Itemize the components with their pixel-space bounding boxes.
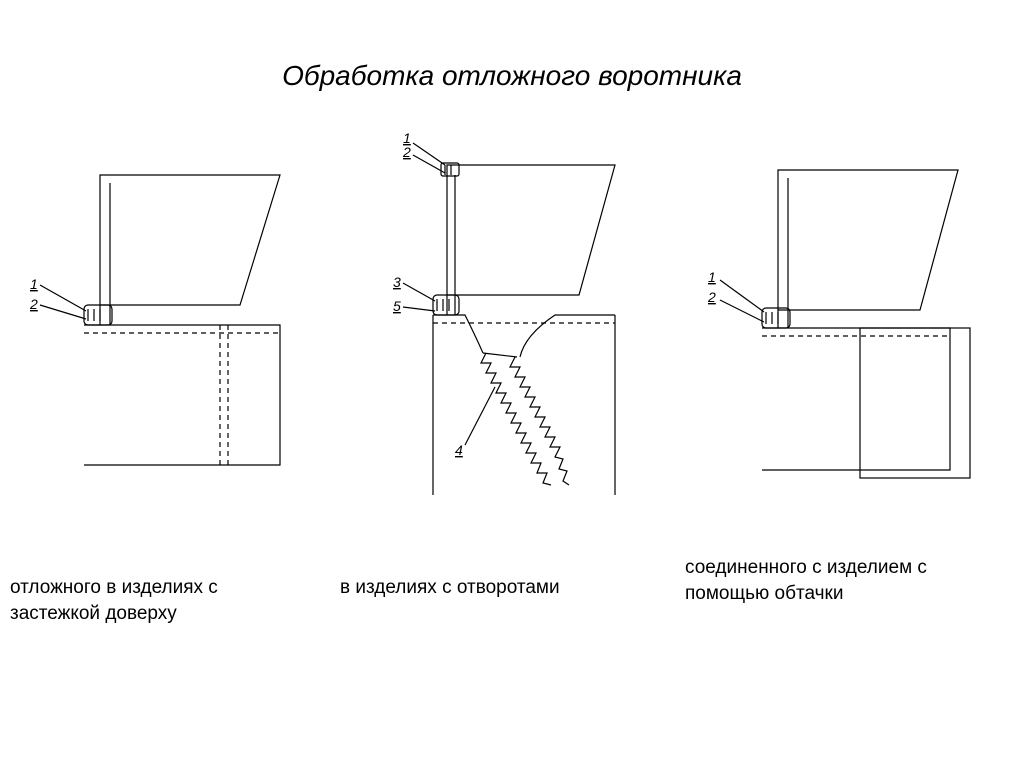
figure-1: 1 2	[20, 165, 320, 495]
label-4: 4	[455, 442, 463, 458]
label-2: 2	[402, 144, 411, 160]
caption-3: соединенного с изделием с помощью обтачк…	[685, 555, 1005, 606]
caption-1: отложного в изделиях с застежкой доверху	[10, 575, 290, 626]
label-1: 1	[708, 269, 716, 285]
page-title: Обработка отложного воротника	[0, 60, 1024, 92]
label-3: 3	[393, 274, 401, 290]
figure-3: 1 2	[680, 150, 990, 510]
caption-2: в изделиях с отворотами	[340, 575, 640, 601]
label-2: 2	[707, 289, 716, 305]
label-2: 2	[29, 296, 38, 312]
label-5: 5	[393, 298, 401, 314]
label-1: 1	[30, 276, 38, 292]
figure-2: 1 2 3 5 4	[355, 125, 655, 525]
